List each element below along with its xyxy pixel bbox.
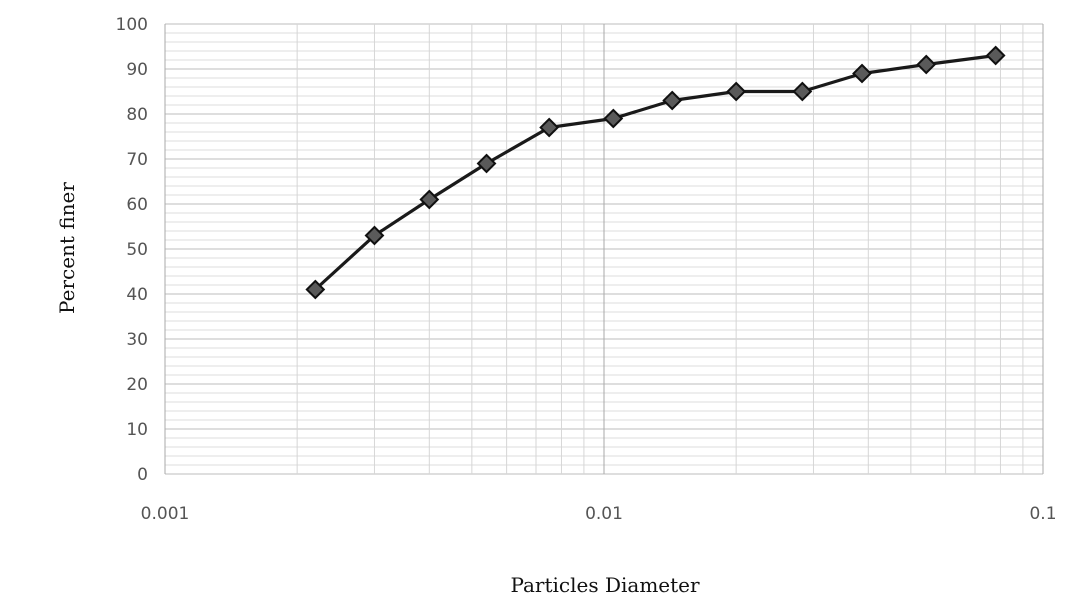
data-point-marker bbox=[916, 54, 937, 75]
data-point-marker bbox=[419, 189, 440, 210]
series bbox=[305, 45, 1006, 300]
y-tick-label: 20 bbox=[126, 375, 148, 395]
data-point-marker bbox=[662, 90, 683, 111]
x-axis-title: Particles Diameter bbox=[510, 573, 700, 597]
data-point-marker bbox=[364, 225, 385, 246]
y-tick-label: 30 bbox=[126, 330, 148, 350]
grid bbox=[164, 23, 1044, 475]
data-point-marker bbox=[305, 279, 326, 300]
data-point-marker bbox=[726, 81, 747, 102]
y-tick-label: 10 bbox=[126, 420, 148, 440]
y-tick-label: 80 bbox=[126, 105, 148, 125]
data-point-marker bbox=[852, 63, 872, 84]
y-tick-label: 50 bbox=[126, 240, 148, 260]
data-point-marker bbox=[603, 108, 624, 129]
y-tick-label: 90 bbox=[126, 60, 148, 80]
y-tick-label: 0 bbox=[137, 465, 148, 485]
y-tick-labels: 0 10 20 30 40 50 60 70 80 90 100 bbox=[116, 15, 148, 485]
x-tick-label: 0.001 bbox=[141, 504, 190, 524]
x-tick-labels: 0.001 0.01 0.1 bbox=[141, 504, 1057, 524]
data-point-marker bbox=[985, 45, 1006, 66]
data-point-marker bbox=[476, 153, 497, 174]
x-tick-label: 0.01 bbox=[585, 504, 623, 524]
y-tick-label: 40 bbox=[126, 285, 148, 305]
y-tick-label: 100 bbox=[116, 15, 148, 35]
y-tick-label: 70 bbox=[126, 150, 148, 170]
y-tick-label: 60 bbox=[126, 195, 148, 215]
y-axis-title: Percent finer bbox=[55, 182, 79, 314]
data-point-marker bbox=[539, 117, 560, 138]
series-line bbox=[314, 53, 996, 291]
x-tick-label: 0.1 bbox=[1029, 504, 1056, 524]
data-point-marker bbox=[792, 81, 813, 102]
